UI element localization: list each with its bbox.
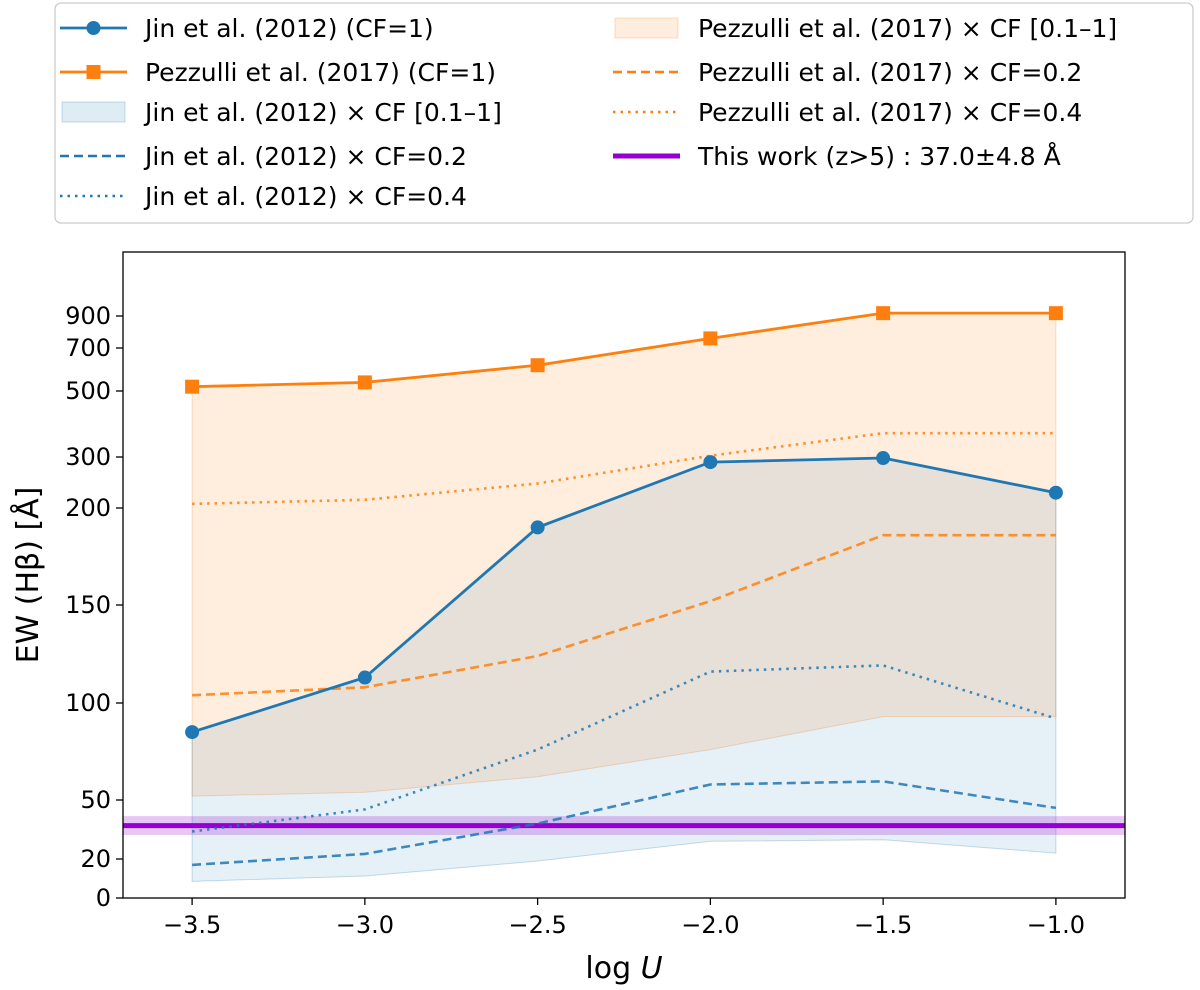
- legend-label: Pezzulli et al. (2017) × CF [0.1–1]: [698, 14, 1117, 43]
- legend-label: Jin et al. (2012) × CF=0.4: [143, 182, 467, 211]
- y-tick-label: 300: [65, 443, 111, 471]
- y-tick-label: 0: [96, 884, 111, 912]
- legend-marker: [86, 21, 101, 35]
- pez-cf1-point: [530, 358, 545, 373]
- pez-cf1-point: [1048, 306, 1063, 321]
- y-tick-label: 900: [65, 302, 111, 330]
- y-axis-label: EW (Hβ) [Å]: [10, 487, 46, 664]
- legend-label: Jin et al. (2012) (CF=1): [143, 14, 434, 43]
- legend-box: [54, 2, 1194, 224]
- pez-cf1-point: [703, 331, 718, 346]
- legend-swatch: [61, 101, 126, 123]
- jin-cf1-point: [703, 455, 718, 470]
- jin-cf1-point: [876, 451, 891, 466]
- jin-cf1-line: [191, 456, 1057, 734]
- y-tick-label: 200: [65, 494, 111, 522]
- pez-cf1-point: [357, 375, 372, 390]
- jin-cf04-line: [191, 664, 1057, 833]
- x-tick-label: −1.5: [854, 911, 912, 939]
- axes: −3.5 −3.0 −2.5 −2.0 −1.5 −1.0 0 20 50 100 150 200 30…: [10, 251, 1126, 986]
- jin-cf1-point: [357, 670, 372, 685]
- jin-cf1-point: [185, 725, 200, 740]
- jin-cf1-point: [530, 520, 545, 535]
- legend-label: Pezzulli et al. (2017) × CF=0.2: [698, 58, 1082, 87]
- y-tick-label: 100: [65, 689, 111, 717]
- x-tick-label: −3.0: [336, 911, 394, 939]
- legend-label: Pezzulli et al. (2017) (CF=1): [145, 58, 496, 87]
- x-tick-label: −3.5: [163, 911, 221, 939]
- legend-swatch: [614, 17, 679, 39]
- legend-label: This work (z>5) : 37.0±4.8 Å: [697, 142, 1061, 171]
- jin-cf02-line: [192, 780, 1057, 867]
- legend-label: Jin et al. (2012) × CF=0.2: [143, 142, 467, 171]
- pez-cf04-line: [192, 431, 1056, 506]
- x-tick-label: −2.5: [508, 911, 566, 939]
- legend: Jin et al. (2012) (CF=1) Pezzulli et al. …: [54, 2, 1194, 224]
- plot-frame: [122, 251, 1126, 899]
- y-tick-label: 150: [65, 591, 111, 619]
- x-tick-label: −1.0: [1027, 911, 1085, 939]
- pez-cf1-line: [192, 311, 1056, 389]
- legend-label: Jin et al. (2012) × CF [0.1–1]: [143, 98, 502, 127]
- y-tick-label: 700: [65, 334, 111, 362]
- plot-area: [123, 306, 1125, 882]
- pez-cf1-point: [185, 379, 200, 394]
- pez-cf1-point: [876, 306, 891, 321]
- x-tick-label: −2.0: [681, 911, 739, 939]
- jin-cf1-point: [1048, 485, 1063, 500]
- y-tick-label: 20: [80, 845, 111, 873]
- y-tick-label: 50: [80, 786, 111, 814]
- y-tick-label: 500: [65, 377, 111, 405]
- legend-label: Pezzulli et al. (2017) × CF=0.4: [698, 98, 1082, 127]
- legend-marker: [86, 65, 101, 79]
- x-axis-label: log U: [585, 951, 662, 986]
- pez-cf02-line: [192, 533, 1056, 697]
